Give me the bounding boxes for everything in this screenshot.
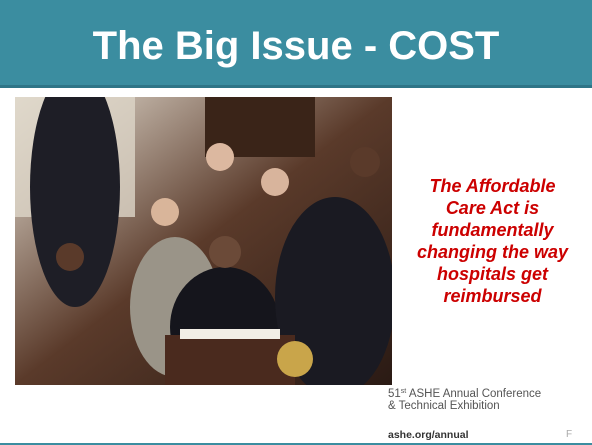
statement-line: changing the way: [393, 241, 592, 263]
page-letter: F: [566, 429, 572, 440]
photo: [15, 97, 392, 385]
slide: The Big Issue - COST The AffordableCare …: [0, 0, 592, 445]
conference-line: ASHE Annual Conference: [409, 388, 541, 400]
slide-title: The Big Issue - COST: [0, 0, 592, 85]
header-band: The Big Issue - COST: [0, 0, 592, 88]
statement-line: Care Act is: [393, 197, 592, 219]
statement-line: reimbursed: [393, 285, 592, 307]
page: {"header": {"title": "The Big Issue - CO…: [0, 0, 592, 445]
footer-url: ashe.org/annual: [388, 429, 469, 441]
edition-number: 51: [388, 388, 401, 400]
statement-line: fundamentally: [393, 219, 592, 241]
conference-name: 51st ASHE Annual Conference & Technical …: [388, 388, 588, 412]
statement-line: The Affordable: [393, 175, 592, 197]
edition-suffix: st: [401, 388, 406, 395]
statement-line: hospitals get: [393, 263, 592, 285]
conference-line: & Technical Exhibition: [388, 400, 500, 412]
